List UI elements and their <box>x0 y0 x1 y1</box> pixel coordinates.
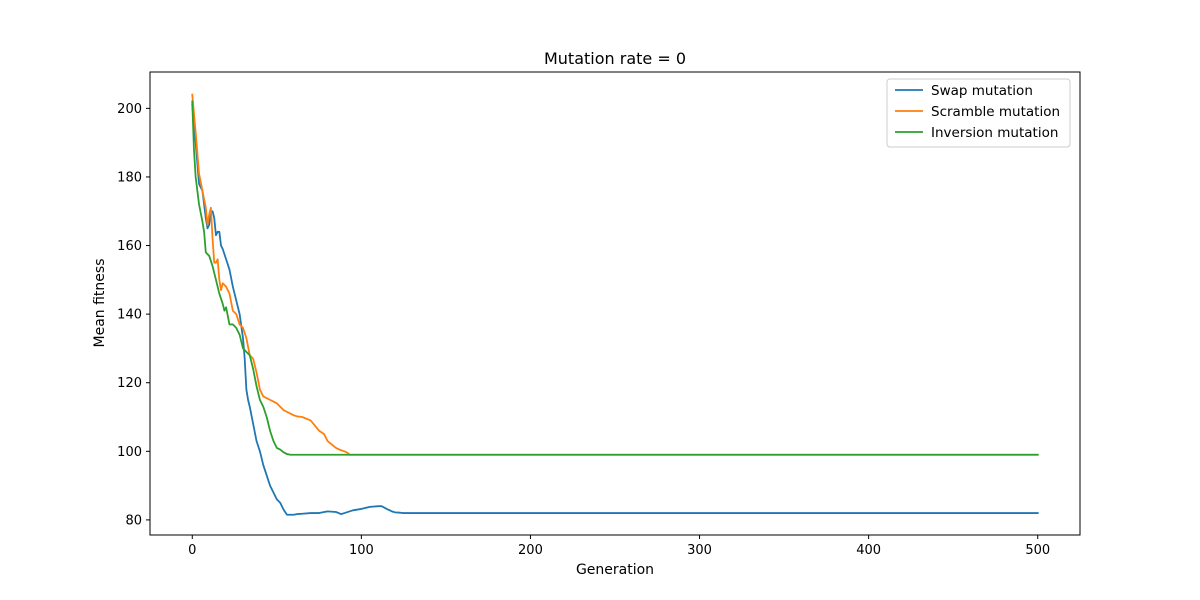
x-tick-label: 300 <box>687 543 712 558</box>
x-tick-label: 500 <box>1025 543 1050 558</box>
plot-area <box>149 71 1081 536</box>
y-tick-label: 120 <box>117 376 142 391</box>
x-axis-label: Generation <box>576 562 654 578</box>
y-axis: 80 100 120 140 160 180 200 <box>117 102 150 528</box>
y-axis-label: Mean fitness <box>92 259 108 348</box>
x-tick-label: 200 <box>518 543 543 558</box>
x-tick-label: 100 <box>349 543 374 558</box>
chart-title: Mutation rate = 0 <box>544 49 686 68</box>
x-axis: 0 100 200 300 400 500 <box>188 535 1050 558</box>
y-tick-label: 80 <box>125 513 142 528</box>
y-tick-label: 140 <box>117 308 142 323</box>
series-layer <box>191 93 1039 516</box>
y-tick-label: 180 <box>117 170 142 185</box>
y-tick-label: 160 <box>117 239 142 254</box>
x-tick-label: 400 <box>856 543 881 558</box>
plot-frame <box>149 71 1081 536</box>
legend-label-0: Swap mutation <box>931 83 1033 99</box>
series-line-1 <box>191 93 1039 456</box>
legend-box <box>886 78 1071 148</box>
series-line-0 <box>191 103 1039 516</box>
legend: Swap mutation Scramble mutation Inversion … <box>886 78 1071 148</box>
legend-label-2: Inversion mutation <box>931 125 1058 141</box>
y-tick-label: 100 <box>117 445 142 460</box>
y-tick-label: 200 <box>117 102 142 117</box>
series-line-2 <box>191 100 1039 456</box>
legend-label-1: Scramble mutation <box>931 104 1060 120</box>
x-tick-label: 0 <box>188 543 196 558</box>
